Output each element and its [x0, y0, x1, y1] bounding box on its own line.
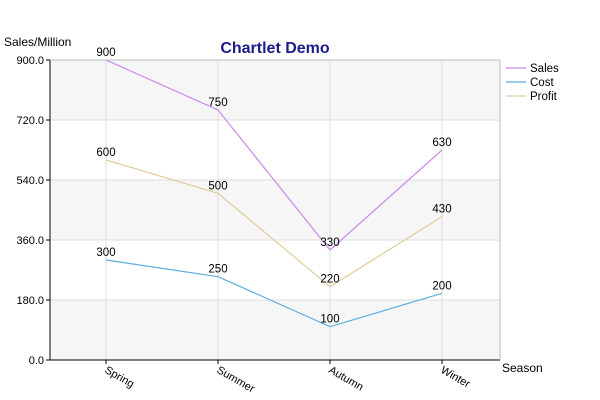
- y-tick-label: 180.0: [16, 295, 44, 307]
- legend: Sales Cost Profit: [506, 63, 559, 103]
- data-label-profit: 220: [320, 274, 339, 286]
- data-label-cost: 300: [96, 247, 115, 259]
- data-label-sales: 330: [320, 237, 339, 249]
- x-tick-label: Spring: [103, 364, 137, 390]
- x-tick-label: Winter: [439, 364, 473, 390]
- data-label-cost: 100: [320, 314, 339, 326]
- y-tick-label: 720.0: [16, 115, 44, 127]
- series-line-cost: [105, 259, 443, 328]
- y-tick-label: 540.0: [16, 175, 44, 187]
- background-bands: [50, 60, 500, 360]
- series-lines: [105, 59, 443, 328]
- data-label-sales: 630: [432, 137, 451, 149]
- legend-label-sales: Sales: [530, 63, 559, 75]
- data-label-profit: 500: [208, 180, 227, 192]
- y-axis-label: Sales/Million: [4, 35, 71, 49]
- axes: [46, 59, 501, 364]
- y-tick-label: 900.0: [16, 55, 44, 67]
- x-axis-label: Season: [502, 361, 543, 375]
- data-label-sales: 900: [96, 47, 115, 59]
- data-labels: 900 750 330 630 300 250 100 200 600 500 220 430: [96, 47, 451, 326]
- data-label-sales: 750: [208, 97, 227, 109]
- plot-band: [50, 180, 500, 240]
- y-tick-label: 0.0: [29, 355, 44, 367]
- x-tick-label: Autumn: [327, 364, 366, 393]
- data-label-profit: 600: [96, 147, 115, 159]
- legend-label-cost: Cost: [530, 77, 554, 89]
- series-line-sales: [105, 59, 443, 251]
- chart-title: Chartlet Demo: [220, 40, 330, 57]
- plot-band: [50, 300, 500, 360]
- legend-label-profit: Profit: [530, 91, 558, 103]
- y-tick-label: 360.0: [16, 235, 44, 247]
- plot-band: [50, 60, 500, 120]
- data-label-cost: 200: [432, 280, 451, 292]
- data-label-profit: 430: [432, 204, 451, 216]
- data-label-cost: 250: [208, 264, 227, 276]
- x-tick-label: Summer: [215, 364, 257, 395]
- series-line-profit: [105, 159, 443, 288]
